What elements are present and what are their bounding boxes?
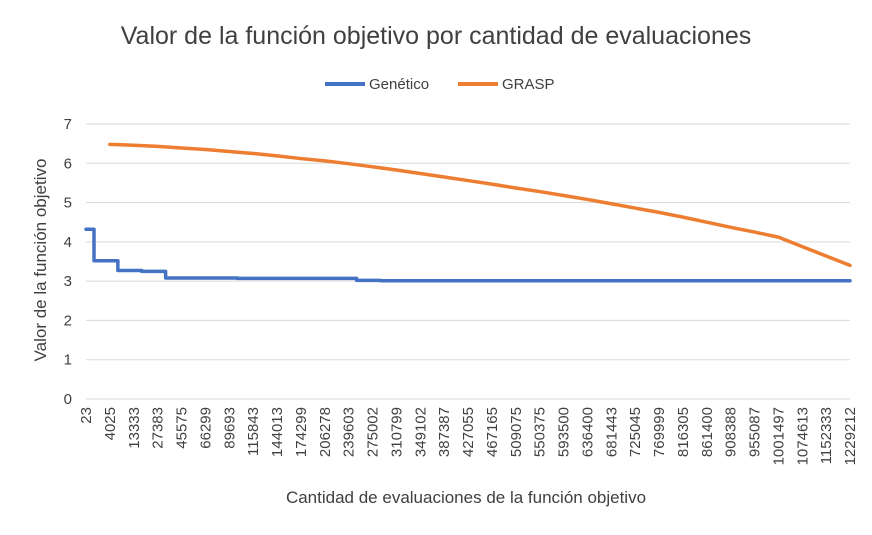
- x-tick-label: 174299: [293, 407, 310, 457]
- legend: Genético GRASP: [325, 76, 555, 93]
- x-tick-label: 239603: [341, 407, 358, 457]
- x-tick-label: 387387: [436, 407, 453, 457]
- x-tick-label: 509075: [508, 407, 525, 457]
- y-tick-label: 0: [64, 391, 72, 408]
- x-tick-label: 1001497: [770, 407, 787, 465]
- x-tick-label: 13333: [126, 407, 143, 449]
- chart-title: Valor de la función objetivo por cantida…: [121, 22, 752, 50]
- x-tick-label: 275002: [365, 407, 382, 457]
- legend-label-genetico: Genético: [369, 76, 429, 93]
- x-tick-label: 206278: [317, 407, 334, 457]
- series-line-grasp: [108, 142, 852, 268]
- y-axis-label: Valor de la función objetivo: [31, 159, 50, 362]
- x-tick-label: 1229212: [842, 407, 859, 465]
- y-tick-label: 7: [64, 116, 72, 133]
- x-tick-label: 427055: [460, 407, 477, 457]
- x-tick-label: 1074613: [794, 407, 811, 465]
- series-layer: [84, 142, 852, 283]
- x-tick-label: 681443: [603, 407, 620, 457]
- x-tick-label: 816305: [675, 407, 692, 457]
- y-tick-label: 6: [64, 155, 72, 172]
- x-tick-label: 4025: [102, 407, 119, 440]
- series-line-genetico: [84, 227, 852, 283]
- y-tick-label: 1: [64, 352, 72, 369]
- x-tick-label: 66299: [197, 407, 214, 449]
- x-tick-label: 310799: [388, 407, 405, 457]
- y-tick-label: 4: [64, 234, 72, 251]
- y-tick-label: 5: [64, 195, 72, 212]
- y-tick-label: 3: [64, 273, 72, 290]
- x-tick-label: 550375: [532, 407, 549, 457]
- x-tick-label: 769999: [651, 407, 668, 457]
- y-axis-ticks: 0 1 2 3 4 5 6 7: [64, 116, 72, 408]
- x-tick-label: 908388: [723, 407, 740, 457]
- x-tick-label: 636400: [579, 407, 596, 457]
- x-tick-label: 115843: [245, 407, 262, 456]
- x-tick-label: 861400: [699, 407, 716, 457]
- x-tick-label: 955087: [747, 407, 764, 457]
- x-axis-ticks: 23 4025 13333 27383 45575 66299 89693 115843 144…: [78, 407, 859, 465]
- x-tick-label: 349102: [412, 407, 429, 457]
- gridlines: [86, 123, 850, 400]
- x-tick-label: 45575: [174, 407, 191, 449]
- x-tick-label: 23: [78, 407, 95, 424]
- x-tick-label: 467165: [484, 407, 501, 457]
- x-tick-label: 725045: [627, 407, 644, 457]
- x-tick-label: 1152333: [818, 407, 835, 464]
- x-tick-label: 144013: [269, 407, 286, 457]
- x-tick-label: 593500: [556, 407, 573, 457]
- x-tick-label: 27383: [150, 407, 167, 449]
- y-tick-label: 2: [64, 312, 72, 329]
- legend-label-grasp: GRASP: [502, 76, 555, 93]
- x-tick-label: 89693: [221, 407, 238, 449]
- x-axis-label: Cantidad de evaluaciones de la función o…: [286, 488, 646, 507]
